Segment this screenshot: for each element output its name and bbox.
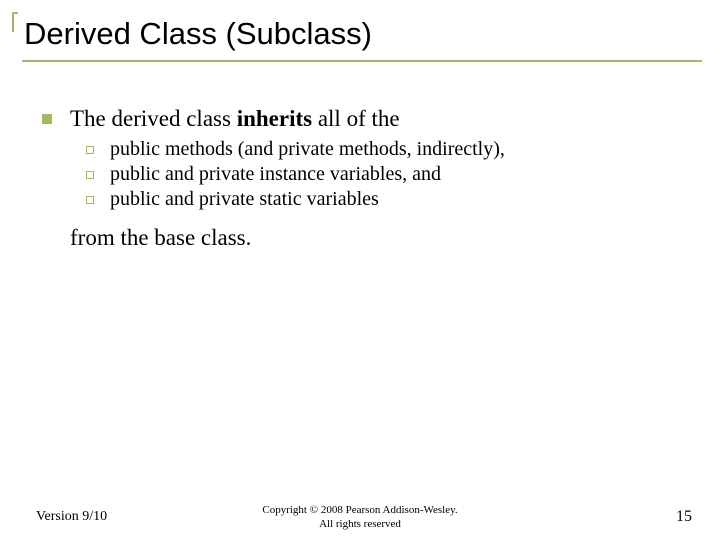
sub-item-text: public and private instance variables, a…	[110, 163, 441, 186]
bullet-level2: public and private static variables	[86, 188, 690, 211]
bullet-outline-icon	[86, 196, 94, 204]
title-area: Derived Class (Subclass)	[0, 0, 720, 70]
bullet-filled-icon	[42, 114, 52, 124]
intro-bold: inherits	[237, 106, 312, 131]
sub-bullet-container: public methods (and private methods, ind…	[42, 138, 690, 211]
version-label: Version 9/10	[36, 509, 107, 525]
bullet-level1: The derived class inherits all of the	[42, 106, 690, 132]
bullet-outline-icon	[86, 146, 94, 154]
sub-item-text: public methods (and private methods, ind…	[110, 138, 505, 161]
copyright-text: Copyright © 2008 Pearson Addison-Wesley.…	[262, 503, 457, 532]
copyright-line1: Copyright © 2008 Pearson Addison-Wesley.	[262, 503, 457, 517]
bullet-level2: public and private instance variables, a…	[86, 163, 690, 186]
sub-item-text: public and private static variables	[110, 188, 379, 211]
intro-text: The derived class inherits all of the	[70, 106, 400, 132]
slide-title: Derived Class (Subclass)	[22, 16, 702, 58]
page-number: 15	[676, 508, 692, 526]
title-accent-corner	[12, 12, 18, 32]
title-underline	[22, 60, 702, 62]
bullet-outline-icon	[86, 171, 94, 179]
intro-before: The derived class	[70, 106, 237, 131]
intro-after: all of the	[312, 106, 400, 131]
footer: Version 9/10 Copyright © 2008 Pearson Ad…	[0, 508, 720, 526]
content-area: The derived class inherits all of the pu…	[0, 70, 720, 251]
copyright-line2: All rights reserved	[262, 517, 457, 531]
closing-text: from the base class.	[42, 225, 690, 251]
bullet-level2: public methods (and private methods, ind…	[86, 138, 690, 161]
